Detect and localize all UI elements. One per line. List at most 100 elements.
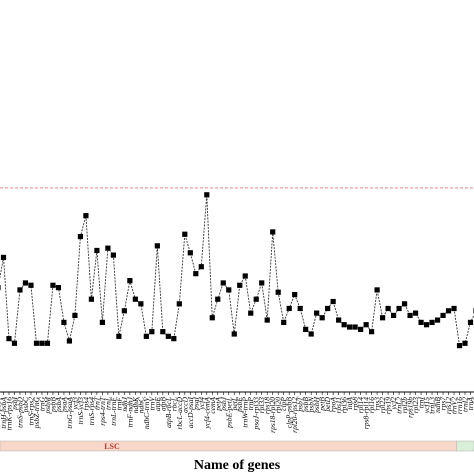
- data-point: [193, 271, 199, 277]
- data-point: [440, 312, 446, 319]
- x-tick-label: ycf3: [70, 397, 79, 411]
- data-point: [253, 296, 259, 302]
- x-tick-label: psaI: [191, 397, 200, 411]
- data-point: [451, 305, 457, 312]
- region-bars: LSC: [0, 440, 474, 452]
- data-point: [0, 254, 7, 261]
- data-point: [237, 282, 243, 288]
- x-tick-label: ycf4-cemA: [202, 397, 211, 430]
- x-tick-label: trnV2: [450, 397, 459, 414]
- x-tick-label: trnP: [246, 397, 255, 411]
- data-point: [352, 324, 358, 330]
- data-point: [77, 233, 84, 240]
- x-tick-label: trnG: [37, 396, 46, 411]
- region-label: LSC: [104, 442, 120, 451]
- data-point: [110, 252, 116, 258]
- x-tick-label: trnL3: [428, 397, 437, 414]
- x-tick-label: ycf15: [422, 397, 431, 414]
- x-tick-label: petD: [323, 396, 332, 412]
- x-tick-label: rps8: [351, 397, 360, 411]
- data-point: [358, 326, 364, 332]
- x-tick-label: ndhJ: [120, 396, 129, 411]
- region-bar: [0, 440, 458, 452]
- data-point: [72, 312, 78, 319]
- data-point: [55, 285, 62, 291]
- data-point: [121, 308, 127, 314]
- data-point: [39, 340, 45, 346]
- data-point: [336, 317, 342, 323]
- data-point: [6, 336, 12, 342]
- data-point: [347, 324, 353, 330]
- x-tick-label: rps19b: [406, 397, 415, 418]
- x-tick-label: atpB: [158, 397, 167, 412]
- x-tick-label: trnI2: [461, 397, 470, 412]
- x-tick-label: psbE-petL: [224, 397, 233, 429]
- data-point: [429, 319, 435, 325]
- x-tick-label: cemA: [208, 397, 217, 414]
- data-point: [423, 322, 430, 328]
- data-point: [286, 305, 292, 312]
- data-point: [165, 333, 171, 339]
- x-tick-label: ndhK: [131, 396, 140, 413]
- x-tick-label: rps8-rpl14: [362, 397, 371, 429]
- data-point: [88, 296, 95, 302]
- x-tick-label: psbJ: [219, 396, 228, 411]
- x-axis-ticks: [3, 392, 471, 395]
- x-tick-label: trnA: [466, 397, 474, 411]
- x-tick-label: ndhB: [433, 397, 442, 413]
- x-tick-label: psaA: [59, 397, 68, 413]
- x-tick-label: rpl33: [257, 397, 266, 414]
- data-point: [220, 280, 226, 286]
- x-tick-label: trnH-psbA: [0, 397, 8, 429]
- data-point: [11, 340, 18, 346]
- data-point: [369, 329, 375, 335]
- data-point: [314, 310, 320, 316]
- x-tick-label: rps4: [81, 397, 90, 411]
- x-tick-label: psaJ-rpl33: [252, 397, 261, 431]
- x-tick-label: psbB: [301, 397, 310, 413]
- x-tick-label: rpl14: [356, 397, 365, 414]
- data-point: [407, 312, 413, 319]
- data-point: [160, 329, 166, 335]
- data-point: [363, 322, 369, 328]
- data-point: [22, 280, 29, 286]
- data-point: [456, 343, 463, 349]
- data-point: [138, 301, 144, 307]
- x-tick-label: trnS-psbD: [15, 396, 24, 427]
- data-point: [171, 336, 177, 342]
- data-point: [341, 322, 347, 328]
- data-point: [467, 319, 474, 325]
- x-axis-label: Name of genes: [194, 458, 281, 473]
- x-tick-label: rbcL-accD: [175, 396, 184, 429]
- data-point: [412, 310, 419, 316]
- x-tick-label: rrn23: [472, 397, 474, 414]
- data-point: [292, 291, 298, 298]
- x-tick-label: trnS-ycf3: [76, 397, 85, 425]
- data-point: [94, 247, 100, 254]
- x-tick-label: trnS-rps2: [26, 397, 35, 426]
- x-tick-label: trnK-rps16: [4, 397, 13, 431]
- x-tick-label: trnL: [103, 397, 112, 410]
- x-tick-label: accD: [180, 396, 189, 412]
- x-tick-label: accD-psaI: [186, 397, 195, 429]
- x-tick-label: rrn16: [455, 397, 464, 414]
- data-point: [281, 319, 287, 325]
- data-point: [297, 305, 303, 312]
- data-point: [143, 333, 149, 339]
- data-point: [418, 319, 424, 325]
- data-point: [209, 315, 215, 321]
- x-tick-label: petB: [318, 397, 327, 412]
- x-tick-label: trnL-trnF: [109, 397, 118, 426]
- series-line: [0, 194, 474, 347]
- x-tick-label: trnV: [147, 396, 156, 411]
- data-point: [390, 312, 397, 319]
- data-point: [308, 331, 314, 337]
- data-point: [462, 340, 468, 346]
- data-point: [182, 231, 188, 237]
- data-point: [264, 317, 270, 323]
- x-tick-label: clpP-psbB: [285, 397, 294, 429]
- x-tick-label: ndhC: [136, 396, 145, 413]
- x-tick-label: rpl36: [340, 397, 349, 414]
- x-tick-label: rps18-rpl20: [268, 397, 277, 433]
